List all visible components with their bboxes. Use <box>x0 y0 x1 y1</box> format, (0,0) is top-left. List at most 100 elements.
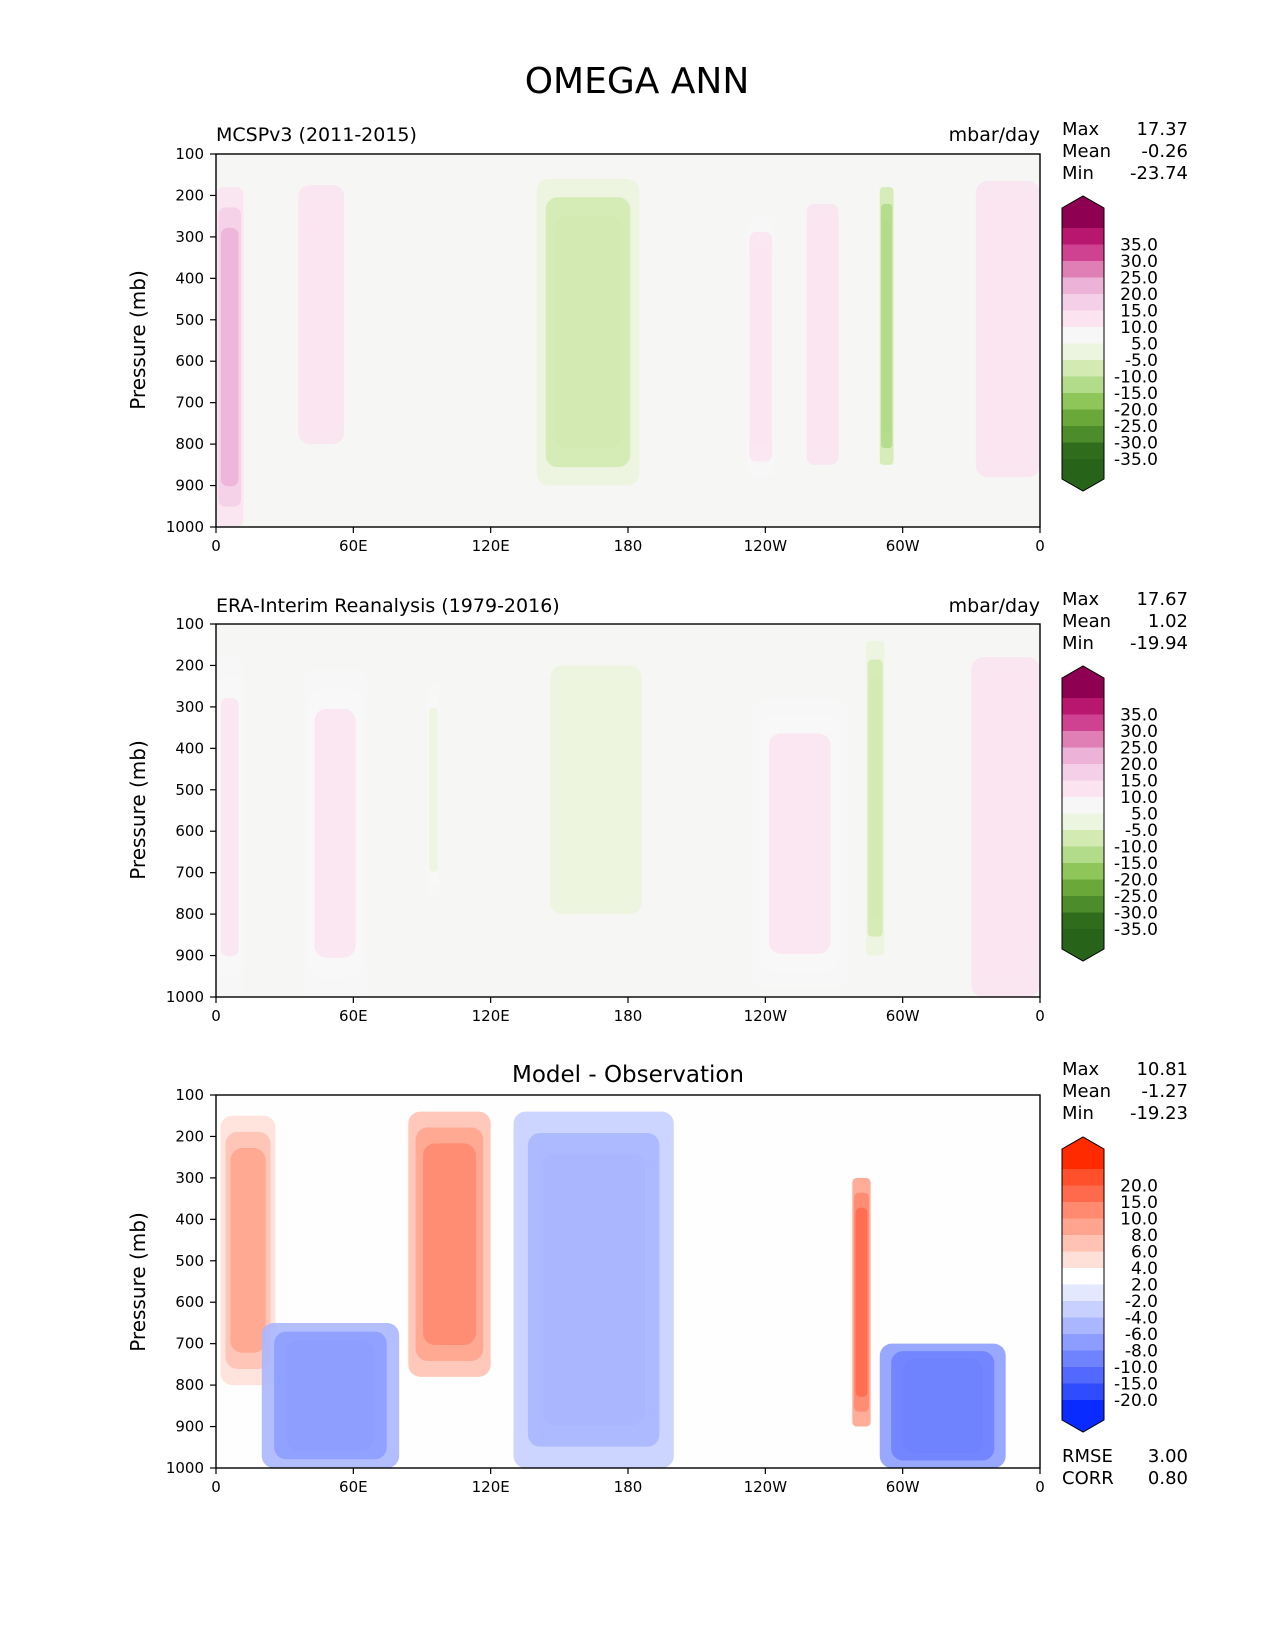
stat-label: Min <box>1062 163 1094 184</box>
colorbar-extend-top <box>1062 666 1104 698</box>
colorbar-label: -20.0 <box>1114 401 1158 421</box>
y-tick-label: 100 <box>175 1086 204 1104</box>
colorbar-swatch <box>1062 879 1104 897</box>
descent-contour <box>751 247 770 446</box>
colorbar-swatch <box>1062 764 1104 781</box>
y-tick-label: 800 <box>175 905 204 923</box>
colorbar-swatch <box>1062 912 1104 930</box>
colorbar-label: 5.0 <box>1131 805 1158 825</box>
colorbar-label: 15.0 <box>1120 1193 1158 1213</box>
panel-title: Model - Observation <box>512 1062 744 1088</box>
colorbar-label: 4.0 <box>1131 1259 1158 1279</box>
colorbar-label: 25.0 <box>1120 269 1158 289</box>
colorbar-swatch <box>1062 277 1104 295</box>
colorbar-label: -10.0 <box>1114 368 1158 388</box>
ascent-contour <box>869 678 882 918</box>
colorbar-label: 10.0 <box>1120 788 1158 808</box>
plot-area <box>215 1094 1041 1469</box>
colorbar-label: -30.0 <box>1114 434 1158 454</box>
colorbar-label: 30.0 <box>1120 722 1158 742</box>
descent-contour <box>983 697 1028 957</box>
stats-box: Max 17.67 Mean 1.02 Min -19.94 <box>1062 589 1188 654</box>
x-tick-label: 0 <box>211 537 221 555</box>
x-tick-label: 120W <box>744 1007 788 1025</box>
colorbar-label: 2.0 <box>1131 1276 1158 1296</box>
colorbar-label: 20.0 <box>1120 285 1158 305</box>
colorbar-swatch <box>1062 1202 1104 1219</box>
colorbar-swatch <box>1062 343 1104 361</box>
colorbar-label: 35.0 <box>1120 236 1158 256</box>
ascent-contour <box>566 695 626 885</box>
y-tick-label: 900 <box>175 477 204 495</box>
panel-title: MCSPv3 (2011-2015) <box>216 124 417 146</box>
y-axis: 100 200 300 400 500 600 700 800 900 1000 <box>166 615 216 1006</box>
colorbar-label: 6.0 <box>1131 1243 1158 1263</box>
positive-contour <box>230 1148 266 1353</box>
y-tick-label: 400 <box>175 1210 204 1228</box>
colorbar-label: -8.0 <box>1125 1342 1158 1362</box>
x-tick-label: 0 <box>1035 1007 1045 1025</box>
colorbar: 20.015.010.08.06.04.02.0-2.0-4.0-6.0-8.0… <box>1061 1136 1158 1433</box>
y-tick-label: 700 <box>175 864 204 882</box>
stats-box: Max 17.37 Mean -0.26 Min -23.74 <box>1062 119 1188 184</box>
colorbar-swatch <box>1062 1301 1104 1318</box>
stat-label: Mean <box>1062 141 1111 162</box>
colorbar-extend-bottom <box>1062 459 1104 491</box>
y-axis-label: Pressure (mb) <box>126 1212 150 1352</box>
stat-label: Max <box>1062 119 1100 140</box>
colorbar-label: -30.0 <box>1114 904 1158 924</box>
colorbar-label: 5.0 <box>1131 335 1158 355</box>
colorbar-swatch <box>1062 1169 1104 1186</box>
x-tick-label: 120W <box>744 1478 788 1496</box>
figure-title: OMEGA ANN <box>525 61 750 102</box>
descent-contour <box>987 216 1029 442</box>
colorbar-label: 10.0 <box>1120 318 1158 338</box>
colorbar-label: -4.0 <box>1125 1309 1158 1329</box>
colorbar-swatch <box>1062 1251 1104 1269</box>
stats-box: Max 10.81 Mean -1.27 Min -19.23 <box>1062 1059 1188 1124</box>
colorbar-extend-top <box>1062 1137 1104 1169</box>
colorbar-swatch <box>1062 310 1104 328</box>
colorbar-label: -15.0 <box>1114 384 1158 404</box>
x-axis: 0 60E 120E 180 120W 60W 0 <box>211 1468 1045 1496</box>
y-axis: 100 200 300 400 500 600 700 800 900 1000 <box>166 1086 216 1477</box>
x-tick-label: 60W <box>886 1007 920 1025</box>
colorbar-label: 10.0 <box>1120 1210 1158 1230</box>
panel-model: MCSPv3 (2011-2015) mbar/day 100 200 300 400… <box>126 119 1188 555</box>
y-tick-label: 900 <box>175 1418 204 1436</box>
colorbar-swatch <box>1062 1268 1104 1285</box>
y-tick-label: 200 <box>175 186 204 204</box>
y-tick-label: 400 <box>175 739 204 757</box>
negative-contour <box>286 1340 375 1451</box>
colorbar-swatch <box>1062 244 1104 262</box>
x-tick-label: 60E <box>339 537 368 555</box>
colorbar-label: -5.0 <box>1125 351 1158 371</box>
colorbar-swatch <box>1062 747 1104 765</box>
stat-value: 10.81 <box>1136 1059 1188 1080</box>
stat-value: -1.27 <box>1141 1081 1188 1102</box>
colorbar-label: -15.0 <box>1114 1375 1158 1395</box>
colorbar-label: 20.0 <box>1120 1177 1158 1197</box>
colorbar-label: -10.0 <box>1114 838 1158 858</box>
y-tick-label: 200 <box>175 1127 204 1145</box>
stat-label: Mean <box>1062 611 1111 632</box>
colorbar-swatch <box>1062 797 1104 814</box>
panel-title: ERA-Interim Reanalysis (1979-2016) <box>216 595 560 617</box>
colorbar-label: -20.0 <box>1114 1391 1158 1411</box>
colorbar-label: -25.0 <box>1114 887 1158 907</box>
x-tick-label: 180 <box>614 1007 643 1025</box>
positive-contour <box>423 1143 476 1345</box>
ascent-contour <box>554 215 621 449</box>
y-tick-label: 300 <box>175 1169 204 1187</box>
y-tick-label: 700 <box>175 394 204 412</box>
negative-contour <box>902 1358 984 1454</box>
y-tick-label: 300 <box>175 698 204 716</box>
descent-contour <box>220 227 239 487</box>
y-tick-label: 1000 <box>166 1459 204 1477</box>
panel-difference: Model - Observation 100 200 300 400 500 600 70… <box>126 1059 1188 1496</box>
positive-contour <box>855 1207 868 1397</box>
y-tick-label: 1000 <box>166 518 204 536</box>
colorbar-swatch <box>1062 1317 1104 1335</box>
y-tick-label: 500 <box>175 1252 204 1270</box>
colorbar-label: 8.0 <box>1131 1226 1158 1246</box>
